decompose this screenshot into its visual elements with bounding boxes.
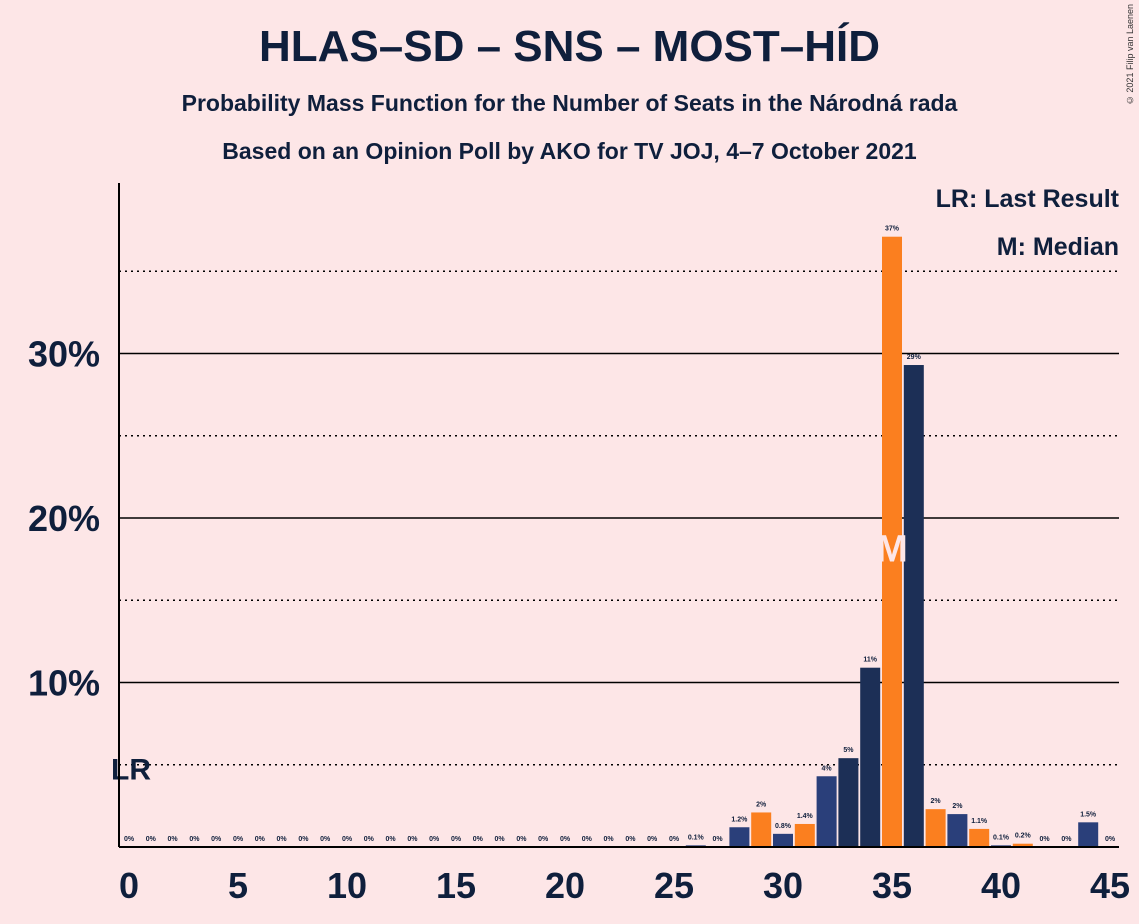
y-tick-label-10: 10% xyxy=(28,663,100,704)
legend-median: M: Median xyxy=(996,233,1119,261)
bar-label-seat-38: 2% xyxy=(952,803,963,810)
bar-label-seat-10: 0% xyxy=(342,836,353,843)
bar-label-seat-13: 0% xyxy=(407,836,418,843)
bar-label-seat-2: 0% xyxy=(168,836,179,843)
y-tick-label-30: 30% xyxy=(28,334,100,375)
median-marker: M xyxy=(876,529,908,571)
bar-label-seat-26: 0.1% xyxy=(688,834,705,841)
bar-label-seat-33: 5% xyxy=(843,747,854,754)
bar-label-seat-21: 0% xyxy=(582,836,593,843)
bar-seat-31 xyxy=(794,823,815,847)
chart-subtitle-poll: Based on an Opinion Poll by AKO for TV J… xyxy=(222,138,917,164)
bar-label-seat-1: 0% xyxy=(146,836,157,843)
bar-label-seat-16: 0% xyxy=(473,836,484,843)
bar-label-seat-9: 0% xyxy=(320,836,331,843)
bar-seat-39 xyxy=(969,828,990,847)
bar-label-seat-34: 11% xyxy=(863,657,877,664)
bar-label-seat-36: 29% xyxy=(907,354,922,361)
bar-seat-44 xyxy=(1078,822,1099,847)
bar-label-seat-11: 0% xyxy=(364,836,375,843)
bar-label-seat-35: 37% xyxy=(885,226,900,233)
bar-label-seat-42: 0% xyxy=(1040,836,1051,843)
chart-title: HLAS–SD – SNS – MOST–HÍD xyxy=(258,22,881,71)
bar-label-seat-29: 2% xyxy=(756,801,767,808)
x-tick-label-30: 30 xyxy=(763,865,803,906)
bar-label-seat-3: 0% xyxy=(189,836,200,843)
y-tick-label-20: 20% xyxy=(28,498,100,539)
x-tick-label-10: 10 xyxy=(327,865,367,906)
bar-label-seat-28: 1.2% xyxy=(731,816,748,823)
bar-seat-36 xyxy=(903,365,924,847)
bar-seat-33 xyxy=(838,758,859,847)
bar-seat-35 xyxy=(882,236,902,847)
bar-label-seat-24: 0% xyxy=(647,836,658,843)
bar-label-seat-23: 0% xyxy=(625,836,636,843)
bar-label-seat-39: 1.1% xyxy=(971,818,988,825)
bar-label-seat-32: 4% xyxy=(822,765,833,772)
bar-label-seat-43: 0% xyxy=(1061,836,1072,843)
bar-label-seat-7: 0% xyxy=(277,836,288,843)
x-tick-label-45: 45 xyxy=(1090,865,1130,906)
bar-label-seat-19: 0% xyxy=(538,836,549,843)
bar-label-seat-18: 0% xyxy=(516,836,527,843)
bar-label-seat-40: 0.1% xyxy=(993,834,1010,841)
x-tick-label-40: 40 xyxy=(981,865,1021,906)
x-tick-label-35: 35 xyxy=(872,865,912,906)
bar-label-seat-41: 0.2% xyxy=(1015,833,1032,840)
bar-seat-38 xyxy=(947,814,968,847)
bar-seat-34 xyxy=(860,667,881,847)
bar-seat-37 xyxy=(925,809,946,847)
chart-subtitle: Probability Mass Function for the Number… xyxy=(181,90,958,116)
bar-label-seat-8: 0% xyxy=(298,836,309,843)
x-tick-label-15: 15 xyxy=(436,865,476,906)
x-tick-label-0: 0 xyxy=(119,865,139,906)
bar-label-seat-37: 2% xyxy=(931,798,942,805)
bar-label-seat-20: 0% xyxy=(560,836,571,843)
bar-label-seat-12: 0% xyxy=(386,836,397,843)
bar-label-seat-22: 0% xyxy=(604,836,615,843)
bar-label-seat-30: 0.8% xyxy=(775,823,792,830)
bar-label-seat-14: 0% xyxy=(429,836,440,843)
bar-seat-29 xyxy=(751,812,772,847)
bar-label-seat-44: 1.5% xyxy=(1080,811,1097,818)
bar-label-seat-4: 0% xyxy=(211,836,222,843)
bar-label-seat-31: 1.4% xyxy=(797,813,814,820)
bar-seat-30 xyxy=(773,833,793,847)
bar-seat-32 xyxy=(816,776,837,847)
legend-last-result: LR: Last Result xyxy=(935,185,1119,213)
bar-label-seat-0: 0% xyxy=(124,836,135,843)
x-tick-label-20: 20 xyxy=(545,865,585,906)
bar-label-seat-45: 0% xyxy=(1105,836,1116,843)
bar-seat-41 xyxy=(1012,843,1033,847)
bar-label-seat-6: 0% xyxy=(255,836,266,843)
bar-seat-28 xyxy=(729,827,750,847)
last-result-marker: LR xyxy=(111,754,151,787)
x-tick-label-25: 25 xyxy=(654,865,694,906)
bar-label-seat-15: 0% xyxy=(451,836,462,843)
bar-label-seat-17: 0% xyxy=(495,836,506,843)
bar-label-seat-27: 0% xyxy=(713,836,724,843)
bar-label-seat-25: 0% xyxy=(669,836,680,843)
x-tick-label-5: 5 xyxy=(228,865,248,906)
bar-label-seat-5: 0% xyxy=(233,836,244,843)
